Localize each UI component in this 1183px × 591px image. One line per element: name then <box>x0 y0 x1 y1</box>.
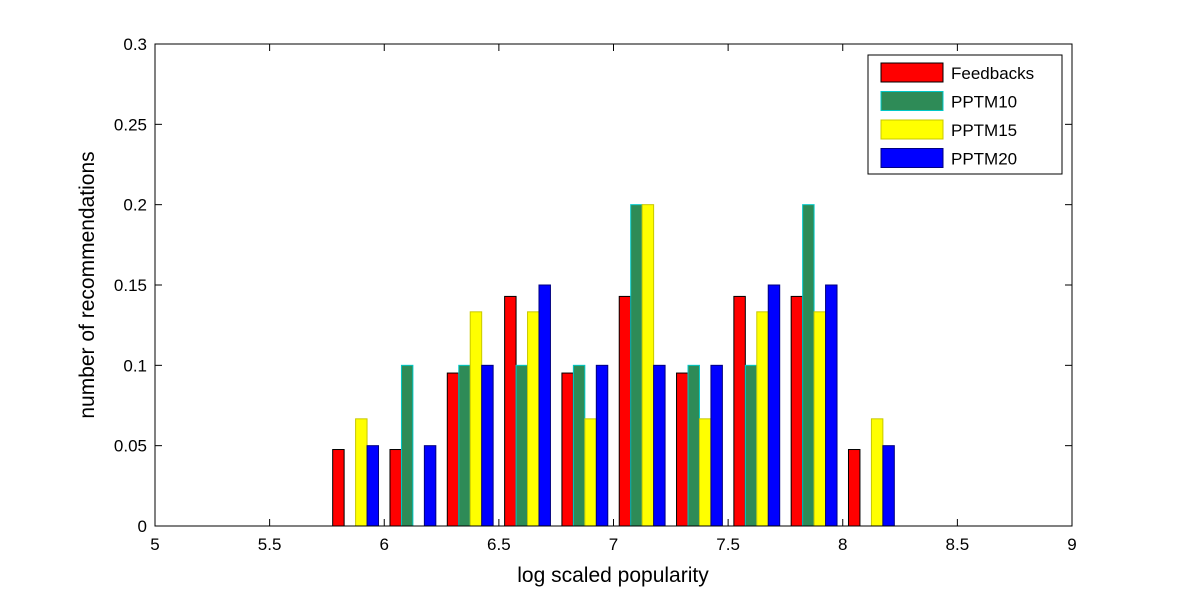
bar-pptm15-12 <box>870 418 884 527</box>
legend-swatch-pptm15 <box>880 119 944 140</box>
bar-feedbacks-12 <box>847 449 861 527</box>
bar-pptm15-9 <box>698 418 712 527</box>
bar-feedbacks-8 <box>618 295 632 527</box>
y-axis-label: number of recommendations <box>76 151 99 418</box>
bar-pptm20-11 <box>825 284 838 527</box>
y-tick-label: 0.2 <box>123 196 147 215</box>
x-tick-label: 6.5 <box>487 535 511 554</box>
bar-pptm15-10 <box>756 311 769 527</box>
x-tick-label: 9 <box>1067 535 1076 554</box>
bar-feedbacks-11 <box>790 295 804 527</box>
x-tick-label: 8 <box>838 535 847 554</box>
bar-pptm20-8 <box>653 364 666 527</box>
legend-label-feedbacks: Feedbacks <box>951 64 1034 83</box>
bar-pptm10-11 <box>802 204 815 527</box>
x-tick-label: 5 <box>150 535 159 554</box>
x-axis-label: log scaled popularity <box>517 564 709 587</box>
legend-swatch-pptm10 <box>880 91 944 111</box>
bar-feedbacks-4 <box>389 449 402 527</box>
bar-pptm20-12 <box>882 445 895 527</box>
bar-pptm15-8 <box>641 204 655 527</box>
bar-pptm10-8 <box>630 204 643 527</box>
bar-pptm15-6 <box>527 311 540 527</box>
y-tick-label: 0.1 <box>123 356 147 375</box>
bar-pptm20-9 <box>710 364 723 527</box>
x-tick-label: 7 <box>609 535 618 554</box>
bar-pptm20-7 <box>595 364 609 527</box>
bar-pptm20-10 <box>767 284 781 527</box>
bar-pptm20-3 <box>366 445 380 527</box>
bar-pptm20-5 <box>481 364 494 527</box>
bar-pptm10-6 <box>515 364 529 527</box>
bar-pptm15-5 <box>469 311 483 527</box>
legend-swatch-pptm20 <box>880 148 944 168</box>
bar-pptm15-7 <box>584 418 597 527</box>
bar-pptm10-4 <box>400 364 414 527</box>
legend-label-pptm10: PPTM10 <box>951 93 1017 112</box>
bar-pptm10-5 <box>458 364 471 527</box>
bar-pptm10-7 <box>572 364 586 527</box>
bar-pptm20-6 <box>538 284 551 527</box>
x-axis-ticks: 5 5.5 6 6.5 7 7.5 8 8.5 9 <box>150 44 1077 554</box>
bar-feedbacks-6 <box>504 295 517 527</box>
bar-feedbacks-3 <box>332 449 345 527</box>
bar-pptm10-10 <box>744 364 758 527</box>
x-tick-label: 6 <box>380 535 389 554</box>
bar-pptm20-4 <box>423 445 437 527</box>
legend-label-pptm15: PPTM15 <box>951 121 1017 140</box>
legend-swatch-feedbacks <box>880 62 944 83</box>
bar-pptm15-3 <box>355 418 368 527</box>
y-tick-label: 0.25 <box>114 115 147 134</box>
bar-feedbacks-7 <box>561 372 574 527</box>
x-tick-label: 8.5 <box>946 535 970 554</box>
bar-pptm10-9 <box>687 364 700 527</box>
y-tick-label: 0.05 <box>114 437 147 456</box>
legend-label-pptm20: PPTM20 <box>951 150 1017 169</box>
y-axis-ticks: 0 0.05 0.1 0.15 0.2 0.25 0.3 <box>114 35 1072 536</box>
x-tick-label: 7.5 <box>716 535 740 554</box>
y-tick-label: 0.3 <box>123 35 147 54</box>
bar-feedbacks-5 <box>446 372 460 527</box>
x-tick-label: 5.5 <box>258 535 282 554</box>
bar-feedbacks-9 <box>676 372 689 527</box>
legend: Feedbacks PPTM10 PPTM15 PPTM20 <box>867 54 1063 175</box>
y-tick-label: 0 <box>138 517 147 536</box>
y-tick-label: 0.15 <box>114 276 147 295</box>
bar-pptm15-11 <box>813 311 827 527</box>
bar-feedbacks-10 <box>733 295 746 527</box>
